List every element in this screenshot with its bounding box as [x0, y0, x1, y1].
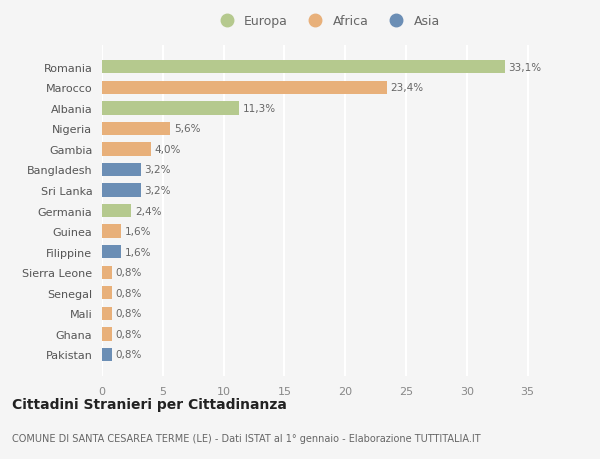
Bar	[102, 184, 141, 197]
Text: 11,3%: 11,3%	[243, 104, 276, 113]
Bar	[102, 123, 170, 136]
Text: 3,2%: 3,2%	[145, 185, 171, 196]
Bar	[102, 204, 131, 218]
Bar	[102, 307, 112, 320]
Bar	[102, 225, 121, 238]
Bar	[102, 348, 112, 361]
Text: 0,8%: 0,8%	[115, 329, 142, 339]
Text: 1,6%: 1,6%	[125, 247, 152, 257]
Bar	[102, 61, 505, 74]
Bar	[102, 163, 141, 177]
Text: 23,4%: 23,4%	[390, 83, 424, 93]
Bar	[102, 246, 121, 259]
Text: 2,4%: 2,4%	[135, 206, 161, 216]
Bar	[102, 266, 112, 280]
Bar	[102, 143, 151, 156]
Text: 0,8%: 0,8%	[115, 309, 142, 319]
Text: 0,8%: 0,8%	[115, 288, 142, 298]
Text: 0,8%: 0,8%	[115, 350, 142, 360]
Bar	[102, 102, 239, 115]
Text: 33,1%: 33,1%	[508, 62, 541, 73]
Bar	[102, 286, 112, 300]
Text: 1,6%: 1,6%	[125, 227, 152, 237]
Text: 3,2%: 3,2%	[145, 165, 171, 175]
Legend: Europa, Africa, Asia: Europa, Africa, Asia	[209, 10, 445, 33]
Text: COMUNE DI SANTA CESAREA TERME (LE) - Dati ISTAT al 1° gennaio - Elaborazione TUT: COMUNE DI SANTA CESAREA TERME (LE) - Dat…	[12, 433, 481, 442]
Text: 4,0%: 4,0%	[154, 145, 181, 155]
Bar	[102, 328, 112, 341]
Text: Cittadini Stranieri per Cittadinanza: Cittadini Stranieri per Cittadinanza	[12, 397, 287, 412]
Text: 5,6%: 5,6%	[174, 124, 200, 134]
Text: 0,8%: 0,8%	[115, 268, 142, 278]
Bar	[102, 81, 386, 95]
